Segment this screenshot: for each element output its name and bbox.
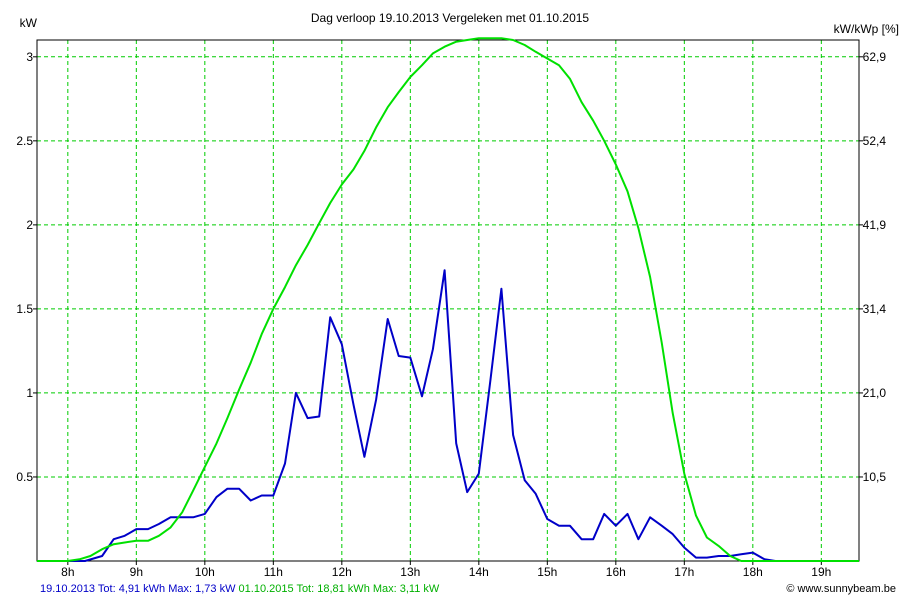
y-tick-label-right: 10,5 (863, 470, 887, 484)
y-tick-label-right: 41,9 (863, 218, 887, 232)
y-tick-label-right: 52,4 (863, 134, 887, 148)
x-tick-label: 19h (811, 565, 831, 579)
y-axis-left-label: kW (20, 16, 38, 30)
y-tick-label-left: 1.5 (16, 302, 33, 316)
x-tick-label: 16h (606, 565, 626, 579)
legend-green-text: 01.10.2015 Tot: 18,81 kWh Max: 3,11 kW (238, 583, 440, 595)
y-axis-right-label: kW/kWp [%] (834, 22, 899, 36)
y-tick-label-right: 21,0 (863, 386, 887, 400)
y-tick-label-right: 31,4 (863, 302, 887, 316)
x-tick-label: 8h (61, 565, 74, 579)
axis-ticks: 8h 9h 10h 11h 12h 13h 14h 15h 16h 17h 18h 19h 0.5 1 1.… (16, 50, 886, 579)
x-tick-label: 12h (332, 565, 352, 579)
x-tick-label: 14h (469, 565, 489, 579)
legend-blue-text: 19.10.2013 Tot: 4,91 kWh Max: 1,73 kW (40, 583, 236, 595)
series-line-blue (67, 269, 822, 562)
x-tick-label: 18h (743, 565, 763, 579)
y-tick-label-left: 3 (26, 50, 33, 64)
y-tick-label-left: 0.5 (16, 470, 33, 484)
x-tick-label: 15h (537, 565, 557, 579)
footer-legend: 19.10.2013 Tot: 4,91 kWh Max: 1,73 kW 01… (40, 583, 439, 595)
x-tick-label: 17h (674, 565, 694, 579)
x-tick-label: 11h (264, 565, 283, 579)
plot-frame (36, 39, 860, 562)
x-tick-label: 10h (195, 565, 215, 579)
x-tick-label: 9h (130, 565, 143, 579)
grid-lines (37, 40, 859, 561)
y-tick-label-right: 62,9 (863, 50, 887, 64)
credit-text: © www.sunnybeam.be (786, 583, 896, 595)
y-tick-label-left: 2.5 (16, 134, 33, 148)
series-lines (37, 37, 859, 562)
y-tick-label-left: 2 (26, 218, 33, 232)
y-tick-label-left: 1 (26, 386, 33, 400)
series-line-green (37, 37, 859, 562)
chart-title: Dag verloop 19.10.2013 Vergeleken met 01… (311, 11, 590, 25)
x-tick-label: 13h (400, 565, 420, 579)
